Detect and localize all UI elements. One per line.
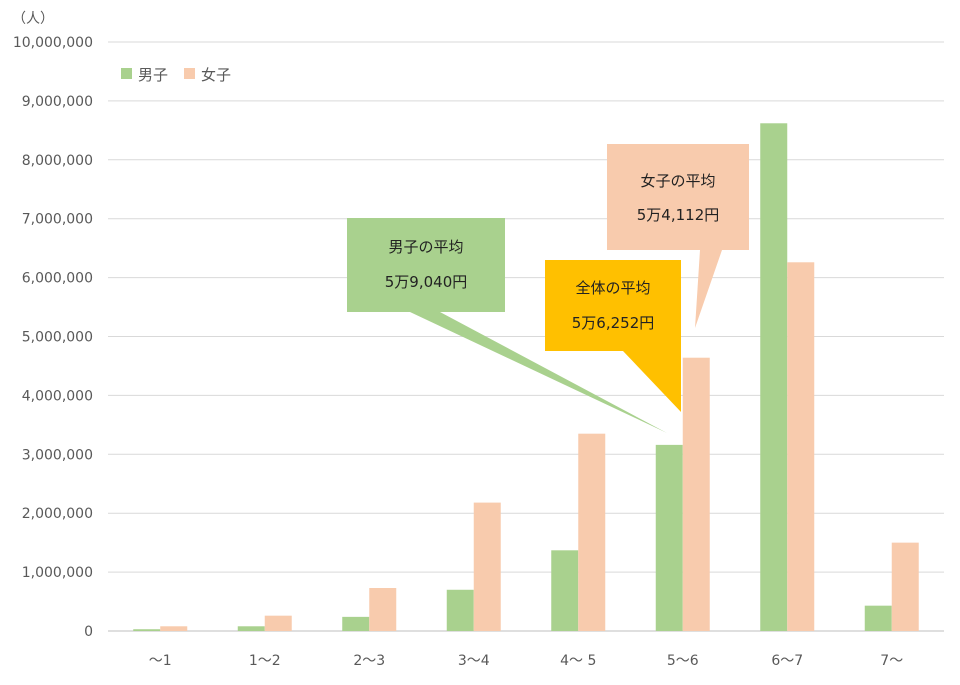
y-tick-label: 10,000,000 [13,35,93,51]
unit-label: （人） [12,11,54,27]
legend-swatch-female [184,68,195,79]
callout-female-box [607,144,749,328]
callout-total-line1: 全体の平均 [575,279,650,297]
callout-total-box [545,260,681,412]
bar-female [682,357,710,631]
bar-female [369,588,397,631]
x-tick-label: 4～ 5 [560,653,596,669]
x-tick-label: 1～2 [249,653,281,669]
bar-female [891,542,919,631]
x-tick-label: 7～ [880,653,903,669]
bar-male [551,550,579,631]
y-tick-label: 6,000,000 [22,271,93,287]
legend-label-female: 女子 [201,66,231,84]
bar-male [760,123,788,632]
y-tick-label: 8,000,000 [22,153,93,169]
x-tick-label: 3～4 [458,653,490,669]
y-tick-label: 4,000,000 [22,388,93,404]
bar-female [473,502,501,631]
y-tick-label: 1,000,000 [22,565,93,581]
bar-female [264,615,292,631]
bar-female [578,433,606,631]
bar-male [342,616,370,631]
x-tick-label: ～1 [149,653,172,669]
y-tick-label: 7,000,000 [22,212,93,228]
callout-male-line2: 5万9,040円 [385,273,468,291]
x-tick-label: 5～6 [667,653,699,669]
callout-male-line1: 男子の平均 [388,238,463,256]
bar-male [864,605,892,631]
y-tick-label: 5,000,000 [22,330,93,346]
y-tick-label: 2,000,000 [22,506,93,522]
bar-female [160,626,188,631]
legend-swatch-male [121,68,132,79]
x-axis: ～1 1～2 2～3 3～4 4～ 5 5～6 6～7 7～ [149,653,903,669]
bars [133,123,919,632]
y-tick-label: 9,000,000 [22,94,93,110]
x-tick-label: 6～7 [771,653,803,669]
y-tick-label: 0 [84,624,93,640]
bar-male [446,589,474,631]
x-tick-label: 2～3 [353,653,385,669]
callout-male-box [347,218,667,433]
legend: 男子 女子 [121,66,231,84]
callout-female: 女子の平均 5万4,112円 [607,144,749,328]
callout-female-line2: 5万4,112円 [637,206,720,224]
legend-label-male: 男子 [138,66,168,84]
callout-female-line1: 女子の平均 [640,172,715,190]
bar-male [237,626,265,631]
y-tick-label: 3,000,000 [22,447,93,463]
y-axis: 0 1,000,000 2,000,000 3,000,000 4,000,000 5,0… [13,35,93,640]
bar-female [787,262,815,631]
callout-male: 男子の平均 5万9,040円 [347,218,667,433]
bar-male [655,444,683,631]
callout-total: 全体の平均 5万6,252円 [545,260,681,412]
callout-total-line2: 5万6,252円 [572,314,655,332]
bar-male [133,629,161,631]
gridlines [108,41,944,632]
